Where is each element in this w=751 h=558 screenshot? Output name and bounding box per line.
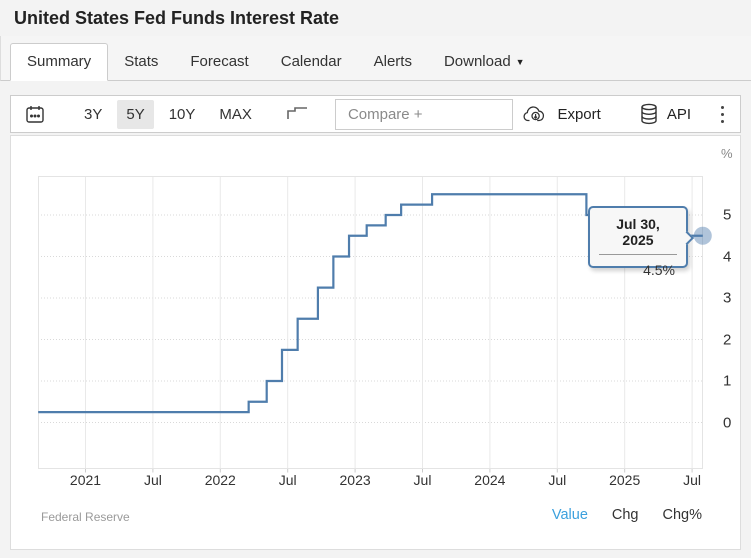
x-tick-label: 2024 xyxy=(474,472,506,488)
footer-link-chgpct[interactable]: Chg% xyxy=(662,507,703,523)
tab-calendar[interactable]: Calendar xyxy=(280,53,342,70)
range-button-5y[interactable]: 5Y xyxy=(117,99,154,129)
x-tick-label: Jul xyxy=(683,472,702,488)
range-button-10y[interactable]: 10Y xyxy=(168,105,196,123)
x-tick-label: 2021 xyxy=(69,472,102,488)
tab-alerts[interactable]: Alerts xyxy=(373,53,412,70)
export-label: Export xyxy=(557,105,601,123)
toolbar-actions: Export API xyxy=(523,103,740,125)
y-tick-label: 0 xyxy=(723,414,732,431)
tab-forecast[interactable]: Forecast xyxy=(190,53,249,70)
footer-link-value[interactable]: Value xyxy=(551,507,588,523)
data-source-label: Federal Reserve xyxy=(41,510,130,524)
tab-summary[interactable]: Summary xyxy=(10,43,109,81)
x-tick-label: 2022 xyxy=(204,472,236,488)
step-line-chart-type-icon[interactable] xyxy=(287,107,309,121)
y-tick-label: 2 xyxy=(723,331,732,348)
tooltip-value: 4.5% xyxy=(643,262,675,278)
x-tick-label: 2023 xyxy=(339,472,371,488)
tab-bar: Summary Stats Forecast Calendar Alerts Downlo… xyxy=(0,36,751,81)
api-label: API xyxy=(666,105,691,123)
compare-input[interactable] xyxy=(334,98,513,130)
x-tick-label: Jul xyxy=(548,472,567,488)
range-button-3y[interactable]: 3Y xyxy=(84,105,103,123)
chart-card: % 0 1 2 3 4 5 2021 Jul 2022 Jul 2023 Jul 2024 Jul 202… xyxy=(10,135,741,550)
api-button[interactable]: API xyxy=(639,103,691,125)
y-axis-unit-label: % xyxy=(721,146,733,161)
x-tick-label: Jul xyxy=(143,472,162,488)
y-tick-label: 5 xyxy=(723,206,732,224)
series-mode-links: Value Chg Chg% xyxy=(528,507,702,523)
y-tick-label: 3 xyxy=(723,289,732,307)
cloud-download-icon xyxy=(523,105,549,123)
x-tick-label: Jul xyxy=(278,472,297,488)
kebab-menu-icon[interactable] xyxy=(721,104,724,125)
export-button[interactable]: Export xyxy=(523,105,601,123)
header: United States Fed Funds Interest Rate xyxy=(0,0,751,36)
caret-down-icon: ▼ xyxy=(515,57,525,67)
range-button-max[interactable]: MAX xyxy=(219,105,252,123)
x-tick-label: Jul xyxy=(413,472,432,488)
chart-toolbar: 3Y 5Y 10Y MAX Export xyxy=(10,95,741,133)
footer-link-chg[interactable]: Chg xyxy=(611,507,639,523)
fed-funds-step-chart[interactable] xyxy=(11,136,742,551)
database-icon xyxy=(639,103,659,125)
tab-stats[interactable]: Stats xyxy=(124,53,159,70)
y-tick-label: 1 xyxy=(723,372,732,390)
tooltip-date: Jul 30, 2025 xyxy=(599,208,677,255)
y-tick-label: 4 xyxy=(723,248,732,265)
range-selector: 3Y 5Y 10Y MAX xyxy=(75,99,267,129)
tab-download[interactable]: Download ▼ xyxy=(443,53,525,70)
calendar-icon[interactable] xyxy=(25,104,45,124)
x-tick-label: 2025 xyxy=(609,472,641,488)
page-title: United States Fed Funds Interest Rate xyxy=(14,8,340,28)
chart-tooltip: Jul 30, 2025 4.5% xyxy=(588,206,695,278)
